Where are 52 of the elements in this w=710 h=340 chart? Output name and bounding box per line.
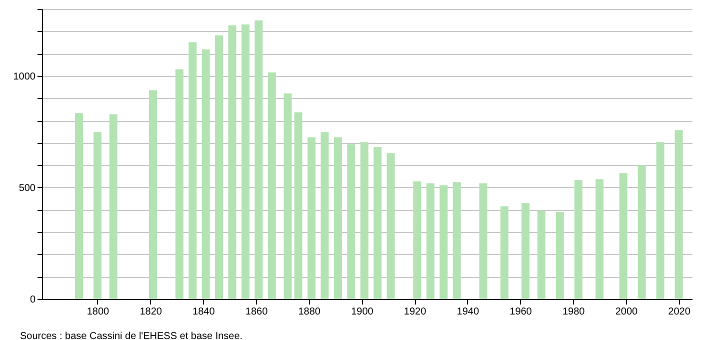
bar [596,179,604,299]
x-tick-label: 1900 [351,306,374,318]
y-tick-label: 500 [18,182,36,194]
bar [241,24,250,299]
bar [619,173,628,299]
bar [308,137,316,299]
bar [347,144,356,299]
bar [188,42,197,299]
bar [360,142,368,299]
bar [638,165,646,299]
bar [268,72,276,299]
bar [93,132,102,299]
bar [175,69,184,299]
x-tick-label: 2000 [615,306,638,318]
source-note: Sources : base Cassini de l'EHESS et base Insee. [20,331,243,340]
x-tick-label: 2020 [668,306,691,318]
y-tick-label: 1000 [13,71,36,82]
bar [320,132,329,299]
bar [440,185,448,299]
bar [334,137,342,299]
bar [452,182,461,299]
bar [254,20,263,299]
bar [500,206,508,299]
bar [556,212,564,299]
x-tick-label: 1920 [404,306,427,318]
bar [426,183,434,299]
x-tick-label: 1940 [456,306,480,318]
x-tick-label: 1980 [562,306,586,318]
bar [148,90,157,299]
bar [374,147,382,299]
bar [109,114,118,299]
bar [479,183,488,299]
bar [228,25,236,299]
y-tick-label: 0 [30,294,36,306]
bar [294,112,302,299]
bar [413,181,422,299]
bar [215,35,224,299]
bar [522,203,530,299]
x-tick-label: 1960 [510,306,532,318]
x-tick-label: 1880 [298,306,321,318]
x-tick-label: 1800 [86,306,110,318]
bar [674,130,683,299]
x-tick-label: 1840 [192,306,216,318]
bar [202,49,210,299]
bar [284,93,292,299]
x-tick-label: 1860 [245,306,268,318]
bar [574,180,582,299]
bar [537,210,546,299]
bar [386,153,395,299]
x-tick-label: 1820 [140,306,162,318]
bar [656,142,664,299]
bar [74,113,83,299]
